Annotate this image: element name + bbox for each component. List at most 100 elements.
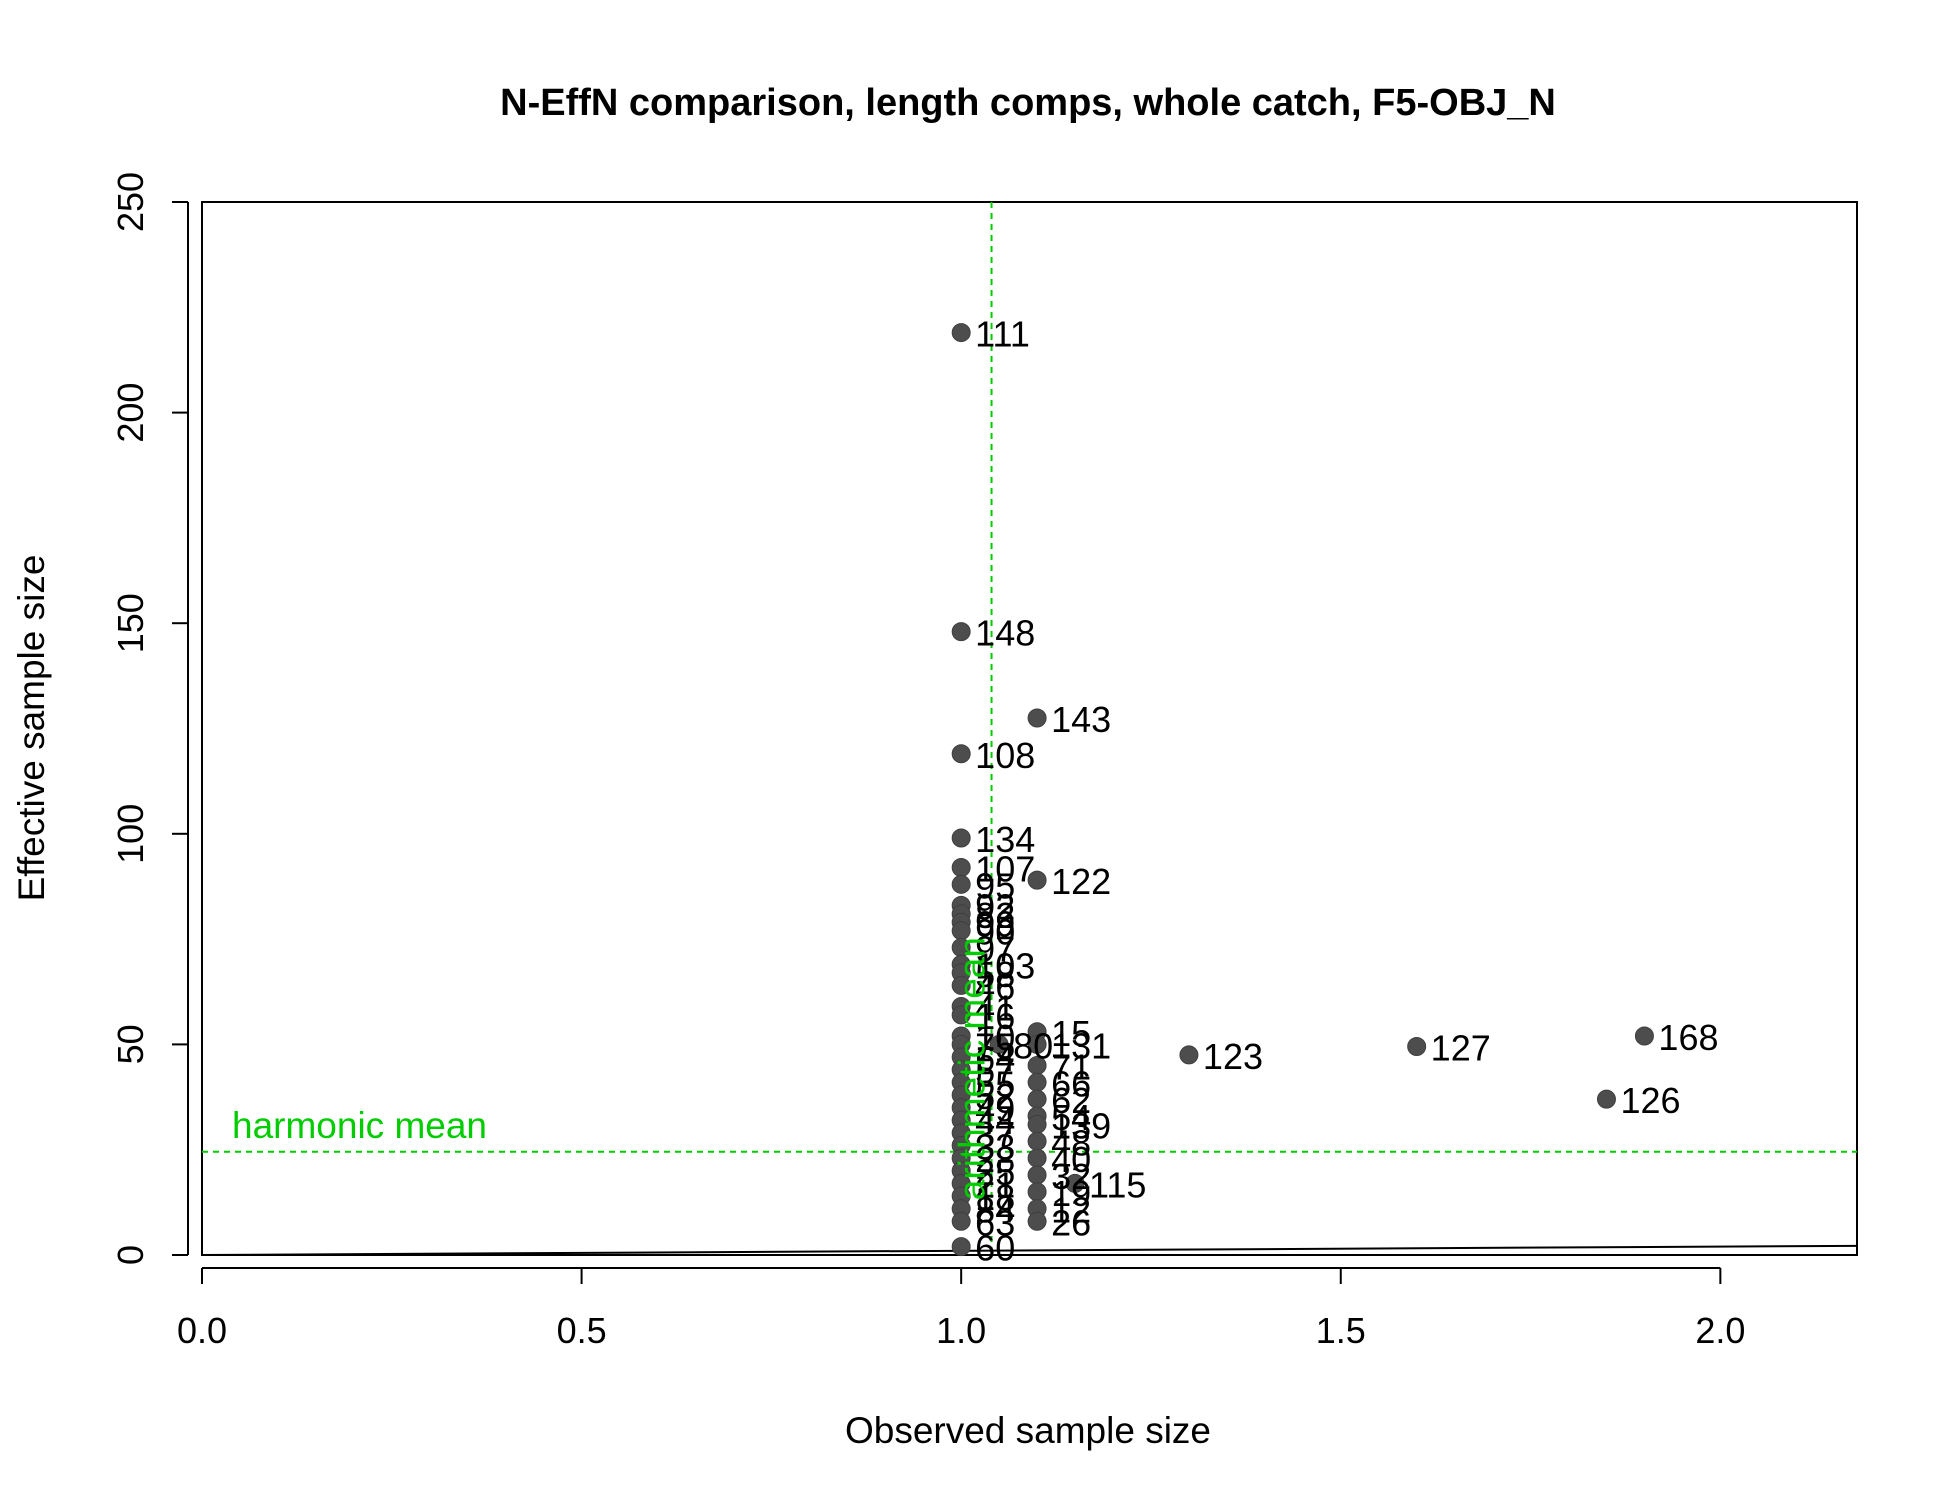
data-label-123: 123 [1203, 1036, 1263, 1077]
data-label-122: 122 [1051, 861, 1111, 902]
x-tick-label: 1.0 [936, 1310, 986, 1351]
data-label-40: 40 [1051, 1139, 1091, 1180]
data-label-54: 54 [1051, 1097, 1091, 1138]
data-point-26 [1027, 1211, 1047, 1231]
data-point-80 [989, 1034, 1009, 1054]
x-tick-label: 0.0 [177, 1310, 227, 1351]
reference-labels-layer: harmonic mean arithmetic mean [232, 937, 993, 1200]
data-point-60 [951, 1237, 971, 1257]
data-label-134: 134 [975, 819, 1035, 860]
data-label-90: 90 [975, 912, 1015, 953]
data-label-58: 58 [975, 954, 1015, 995]
data-label-108: 108 [975, 735, 1035, 776]
data-label-46: 46 [975, 966, 1015, 1007]
x-axis-label: Observed sample size [845, 1410, 1211, 1451]
x-axis: 0.0 0.5 1.0 1.5 2.0 [177, 1267, 1745, 1351]
data-label-84: 84 [975, 1190, 1015, 1231]
data-label-66: 66 [1051, 1063, 1091, 1104]
data-label-55: 55 [975, 1063, 1015, 1104]
y-tick-label: 150 [110, 593, 151, 653]
plot-frame [201, 201, 1858, 1256]
data-label-71: 71 [1051, 1046, 1091, 1087]
data-point-139 [1027, 1114, 1047, 1134]
data-label-32: 32 [1051, 1156, 1091, 1197]
data-label-115: 115 [1089, 1164, 1146, 1205]
data-point-108 [951, 744, 971, 764]
data-label-12: 12 [1051, 1190, 1091, 1231]
data-label-168: 168 [1658, 1017, 1718, 1058]
data-label-28: 28 [975, 1139, 1015, 1180]
data-label-127: 127 [1431, 1028, 1491, 1069]
data-points-layer [951, 323, 1654, 1257]
y-axis: 0 50 100 150 200 250 [110, 172, 189, 1265]
x-tick-label: 1.5 [1316, 1310, 1366, 1351]
data-point-131 [1027, 1034, 1047, 1054]
data-label-37: 37 [975, 1114, 1015, 1155]
data-label-131: 131 [1051, 1025, 1111, 1066]
data-point-90 [951, 921, 971, 941]
data-label-103: 103 [975, 945, 1035, 986]
reference-lines-layer [202, 202, 1857, 1255]
harmonic-mean-label: harmonic mean [232, 1105, 487, 1146]
data-label-49: 49 [975, 1089, 1015, 1130]
data-point-115 [1065, 1173, 1085, 1193]
data-label-92: 92 [975, 886, 1015, 927]
data-label-63: 63 [975, 1202, 1015, 1243]
data-label-52: 52 [975, 1076, 1015, 1117]
data-label-41: 41 [975, 987, 1015, 1028]
data-label-15: 15 [1051, 1013, 1091, 1054]
data-point-127 [1407, 1037, 1427, 1057]
data-point-123 [1179, 1045, 1199, 1065]
data-label-99: 99 [975, 903, 1015, 944]
data-label-57: 57 [975, 1051, 1015, 1092]
data-label-18: 18 [975, 1177, 1015, 1218]
data-label-148: 148 [975, 613, 1035, 654]
data-point-19 [1027, 1182, 1047, 1202]
data-point-16 [951, 1005, 971, 1025]
y-tick-label: 250 [110, 172, 151, 232]
data-label-111: 111 [975, 314, 1030, 355]
data-point-134 [951, 828, 971, 848]
data-point-32 [1027, 1165, 1047, 1185]
data-point-111 [951, 323, 971, 343]
data-point-148 [951, 622, 971, 642]
data-label-60: 60 [975, 1228, 1015, 1269]
data-point-66 [1027, 1072, 1047, 1092]
data-label-44: 44 [975, 1101, 1015, 1142]
one-to-one-line [201, 1244, 1858, 1256]
data-label-80: 80 [1013, 1025, 1053, 1066]
data-label-19: 19 [1051, 1173, 1091, 1214]
data-label-16: 16 [975, 996, 1015, 1037]
chart-title: N-EffN comparison, length comps, whole c… [500, 82, 1556, 124]
data-point-63 [951, 1211, 971, 1231]
one-to-one-line-layer [201, 1244, 1858, 1256]
data-label-97: 97 [975, 929, 1015, 970]
data-label-126: 126 [1620, 1080, 1680, 1121]
data-point-126 [1596, 1089, 1616, 1109]
data-label-25: 25 [975, 1152, 1015, 1193]
data-point-143 [1027, 708, 1047, 728]
data-label-26: 26 [1051, 1202, 1091, 1243]
data-label-139: 139 [1051, 1105, 1111, 1146]
y-axis-label: Effective sample size [11, 555, 52, 902]
data-label-82: 82 [975, 895, 1015, 936]
data-label-143: 143 [1051, 699, 1111, 740]
data-label-62: 62 [1051, 1080, 1091, 1121]
data-label-75: 75 [975, 1025, 1015, 1066]
data-label-48: 48 [1051, 1122, 1091, 1163]
y-tick-label: 0 [110, 1245, 151, 1265]
data-point-168 [1634, 1026, 1654, 1046]
data-point-40 [1027, 1148, 1047, 1168]
y-tick-label: 50 [110, 1024, 151, 1064]
x-tick-label: 2.0 [1695, 1310, 1745, 1351]
y-tick-label: 100 [110, 804, 151, 864]
y-tick-label: 200 [110, 383, 151, 443]
data-label-64: 64 [975, 1038, 1015, 1079]
data-point-122 [1027, 870, 1047, 890]
data-point-107 [951, 857, 971, 877]
data-label-95: 95 [975, 865, 1015, 906]
data-point-48 [1027, 1131, 1047, 1151]
arithmetic-mean-label: arithmetic mean [952, 937, 993, 1200]
